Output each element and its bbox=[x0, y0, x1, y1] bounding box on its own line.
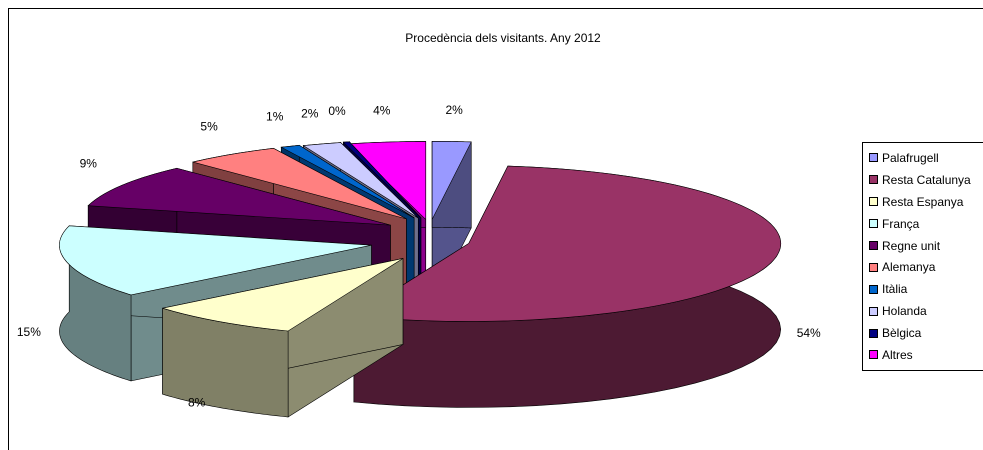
legend-swatch bbox=[869, 175, 878, 185]
legend-item-itàlia: Itàlia bbox=[869, 278, 983, 300]
legend-swatch bbox=[869, 241, 878, 250]
legend-label: Resta Espanya bbox=[882, 194, 964, 209]
legend-swatch bbox=[869, 328, 878, 338]
chart-title: Procedència dels visitants. Any 2012 bbox=[405, 31, 601, 45]
legend-item-holanda: Holanda bbox=[869, 300, 983, 322]
legend-swatch bbox=[869, 350, 878, 360]
legend-item-resta-catalunya: Resta Catalunya bbox=[869, 169, 983, 191]
legend-label: Palafrugell bbox=[882, 150, 939, 165]
legend-swatch bbox=[869, 219, 878, 229]
chart-frame bbox=[8, 8, 983, 450]
legend-label: Regne unit bbox=[882, 238, 941, 253]
legend-item-altres: Altres bbox=[869, 344, 983, 366]
legend-label: Altres bbox=[882, 347, 913, 362]
legend-swatch bbox=[869, 153, 878, 163]
slice-label-palafrugell: 2% bbox=[446, 103, 464, 117]
legend-swatch bbox=[869, 284, 878, 294]
pie-slice-resta-espanya bbox=[162, 257, 404, 418]
legend-swatch bbox=[869, 197, 878, 207]
legend-swatch bbox=[869, 306, 878, 316]
legend-item-resta-espanya: Resta Espanya bbox=[869, 191, 983, 213]
slice-label-altres: 4% bbox=[373, 104, 391, 118]
slice-label-resta-espanya: 8% bbox=[188, 396, 206, 410]
legend-item-regne-unit: Regne unit bbox=[869, 235, 983, 257]
legend-item-bèlgica: Bèlgica bbox=[869, 322, 983, 344]
pie-slice-resta-catalunya bbox=[352, 165, 782, 408]
slice-label-alemanya: 5% bbox=[200, 119, 218, 133]
legend-label: Itàlia bbox=[882, 282, 908, 297]
slice-label-holanda: 2% bbox=[301, 106, 319, 120]
slice-label-frança: 15% bbox=[17, 325, 41, 339]
legend-label: França bbox=[882, 216, 920, 231]
legend: Palafrugell Resta Catalunya Resta Espanya F… bbox=[862, 142, 983, 371]
legend-label: Holanda bbox=[882, 304, 927, 319]
legend-label: Bèlgica bbox=[882, 326, 922, 341]
legend-item-frança: França bbox=[869, 213, 983, 235]
legend-item-palafrugell: Palafrugell bbox=[869, 147, 983, 169]
legend-label: Resta Catalunya bbox=[882, 172, 971, 187]
slice-label-resta-catalunya: 54% bbox=[797, 326, 821, 340]
legend-swatch bbox=[869, 262, 878, 272]
legend-item-alemanya: Alemanya bbox=[869, 256, 983, 278]
slice-label-itàlia: 1% bbox=[266, 109, 284, 123]
slice-label-bèlgica: 0% bbox=[328, 104, 346, 118]
slice-label-regne-unit: 9% bbox=[80, 156, 98, 170]
legend-label: Alemanya bbox=[882, 260, 936, 275]
